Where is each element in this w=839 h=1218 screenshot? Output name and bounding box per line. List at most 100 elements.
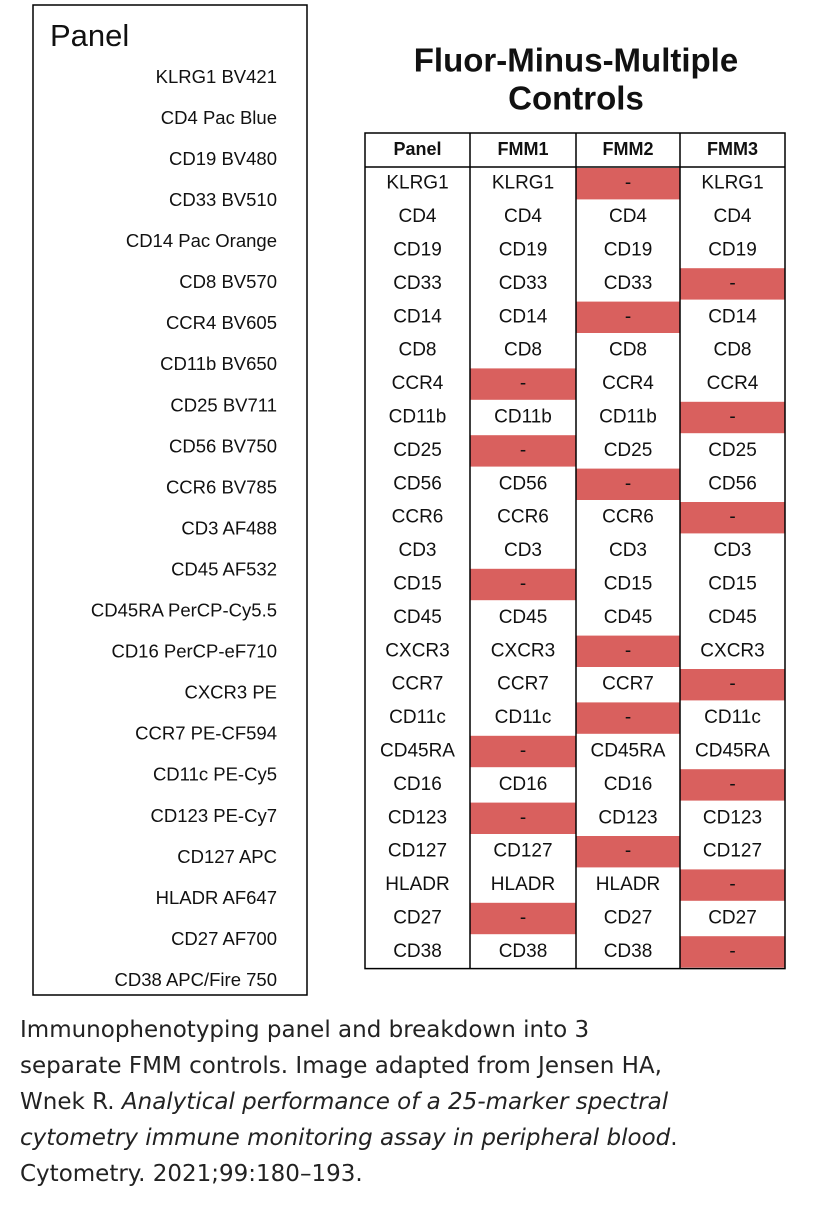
table-cell: CD15 (604, 574, 653, 595)
table-cell: CD56 (393, 473, 442, 494)
highlight-cell (680, 936, 785, 968)
caption-text: separate FMM controls. Image adapted fro… (20, 1053, 662, 1079)
table-cell: CD11c (704, 707, 761, 728)
table-cell: CXCR3 (700, 640, 764, 661)
table-cell: CD11b (494, 407, 552, 428)
table-cell: - (625, 173, 631, 194)
table-cell: CCR6 (392, 507, 444, 528)
table-cell: HLADR (596, 874, 660, 895)
table-cell: CD8 (609, 340, 647, 361)
highlight-cell (680, 502, 785, 534)
panel-item: CD45RA PerCP-Cy5.5 (91, 600, 277, 621)
panel-item: CCR7 PE-CF594 (135, 723, 277, 744)
table-cell: CD14 (708, 306, 757, 327)
table-cell: - (729, 273, 735, 294)
table-cell: CD16 (393, 774, 442, 795)
table-cell: CD8 (504, 340, 542, 361)
caption-line: Immunophenotyping panel and breakdown in… (20, 1012, 830, 1048)
table-cell: CD25 (708, 440, 757, 461)
table-cell: - (729, 674, 735, 695)
table-cell: KLRG1 (492, 173, 554, 194)
panel-item: CCR4 BV605 (166, 312, 277, 333)
highlight-cell (470, 735, 576, 768)
highlight-cell (470, 435, 576, 467)
table-cell: CD19 (393, 240, 442, 261)
table-cell: HLADR (385, 874, 449, 895)
table-cell: CD4 (609, 206, 647, 227)
table-cell: CXCR3 (491, 640, 555, 661)
table-cell: CD3 (609, 540, 647, 561)
caption-text: . (670, 1125, 678, 1151)
caption-line: separate FMM controls. Image adapted fro… (20, 1048, 830, 1084)
table-cell: - (520, 908, 526, 929)
table-cell: - (520, 373, 526, 394)
table-cell: CD25 (604, 440, 653, 461)
caption-italic: Analytical performance of a 25-marker sp… (121, 1089, 669, 1115)
table-cell: CD27 (393, 908, 442, 929)
panel-item: CD11c PE-Cy5 (153, 764, 277, 785)
table-cell: CD11b (599, 407, 657, 428)
table-cell: - (520, 574, 526, 595)
caption-text: Wnek R. (20, 1089, 122, 1115)
table-header: Panel (393, 139, 441, 159)
table-cell: CD127 (388, 841, 447, 862)
table-cell: - (729, 407, 735, 428)
table-cell: - (729, 941, 735, 962)
table-cell: CXCR3 (385, 640, 449, 661)
table-cell: CD123 (703, 807, 762, 828)
table-cell: CCR4 (392, 373, 444, 394)
table-title: Controls (508, 80, 644, 117)
table-cell: CD11c (389, 707, 446, 728)
highlight-cell (680, 268, 785, 300)
table-cell: CD15 (708, 574, 757, 595)
table-cell: CD123 (598, 807, 657, 828)
caption-text: Cytometry. 2021;99:180–193. (20, 1161, 363, 1187)
table-cell: CD123 (388, 807, 447, 828)
highlight-cell (576, 168, 680, 200)
table-cell: CCR4 (602, 373, 654, 394)
highlight-cell (470, 368, 576, 400)
table-header: FMM2 (603, 139, 654, 159)
table-header: FMM1 (498, 139, 549, 159)
highlight-cell (680, 669, 785, 701)
table-cell: - (625, 707, 631, 728)
table-cell: CD127 (493, 841, 552, 862)
panel-item: CD3 AF488 (181, 517, 277, 538)
panel-item: CD19 BV480 (169, 148, 277, 169)
table-cell: - (625, 841, 631, 862)
table-cell: CD25 (393, 440, 442, 461)
caption-line: Cytometry. 2021;99:180–193. (20, 1156, 830, 1192)
table-cell: CD19 (604, 240, 653, 261)
panel-item: CD14 Pac Orange (126, 230, 277, 251)
panel-item: CD127 APC (177, 846, 277, 867)
table-cell: CD14 (499, 306, 548, 327)
table-cell: CD56 (499, 473, 548, 494)
highlight-cell (680, 769, 785, 801)
panel-title: Panel (50, 18, 129, 53)
caption-italic: cytometry immune monitoring assay in per… (20, 1125, 671, 1151)
highlight-cell (576, 635, 680, 667)
panel-item: CD123 PE-Cy7 (151, 805, 277, 826)
highlight-cell (576, 301, 680, 333)
table-cell: CCR7 (497, 674, 549, 695)
table-cell: KLRG1 (386, 173, 448, 194)
panel-item: CD38 APC/Fire 750 (115, 969, 277, 990)
caption-line: Wnek R. Analytical performance of a 25-m… (20, 1084, 830, 1120)
panel-item: CD25 BV711 (170, 394, 277, 415)
table-cell: CD38 (499, 941, 548, 962)
table-cell: CD4 (504, 206, 542, 227)
table-border (364, 132, 786, 970)
table-cell: CD45RA (591, 741, 666, 762)
panel-item: HLADR AF647 (156, 887, 277, 908)
highlight-cell (680, 869, 785, 901)
table-cell: CD16 (604, 774, 653, 795)
table-cell: CCR4 (707, 373, 759, 394)
table-cell: CD3 (713, 540, 751, 561)
table-cell: CD8 (398, 340, 436, 361)
table-title: Fluor-Minus-Multiple (414, 42, 738, 79)
caption: Immunophenotyping panel and breakdown in… (20, 1012, 830, 1192)
table-cell: - (625, 640, 631, 661)
table-cell: CD19 (499, 240, 548, 261)
highlight-cell (680, 401, 785, 434)
